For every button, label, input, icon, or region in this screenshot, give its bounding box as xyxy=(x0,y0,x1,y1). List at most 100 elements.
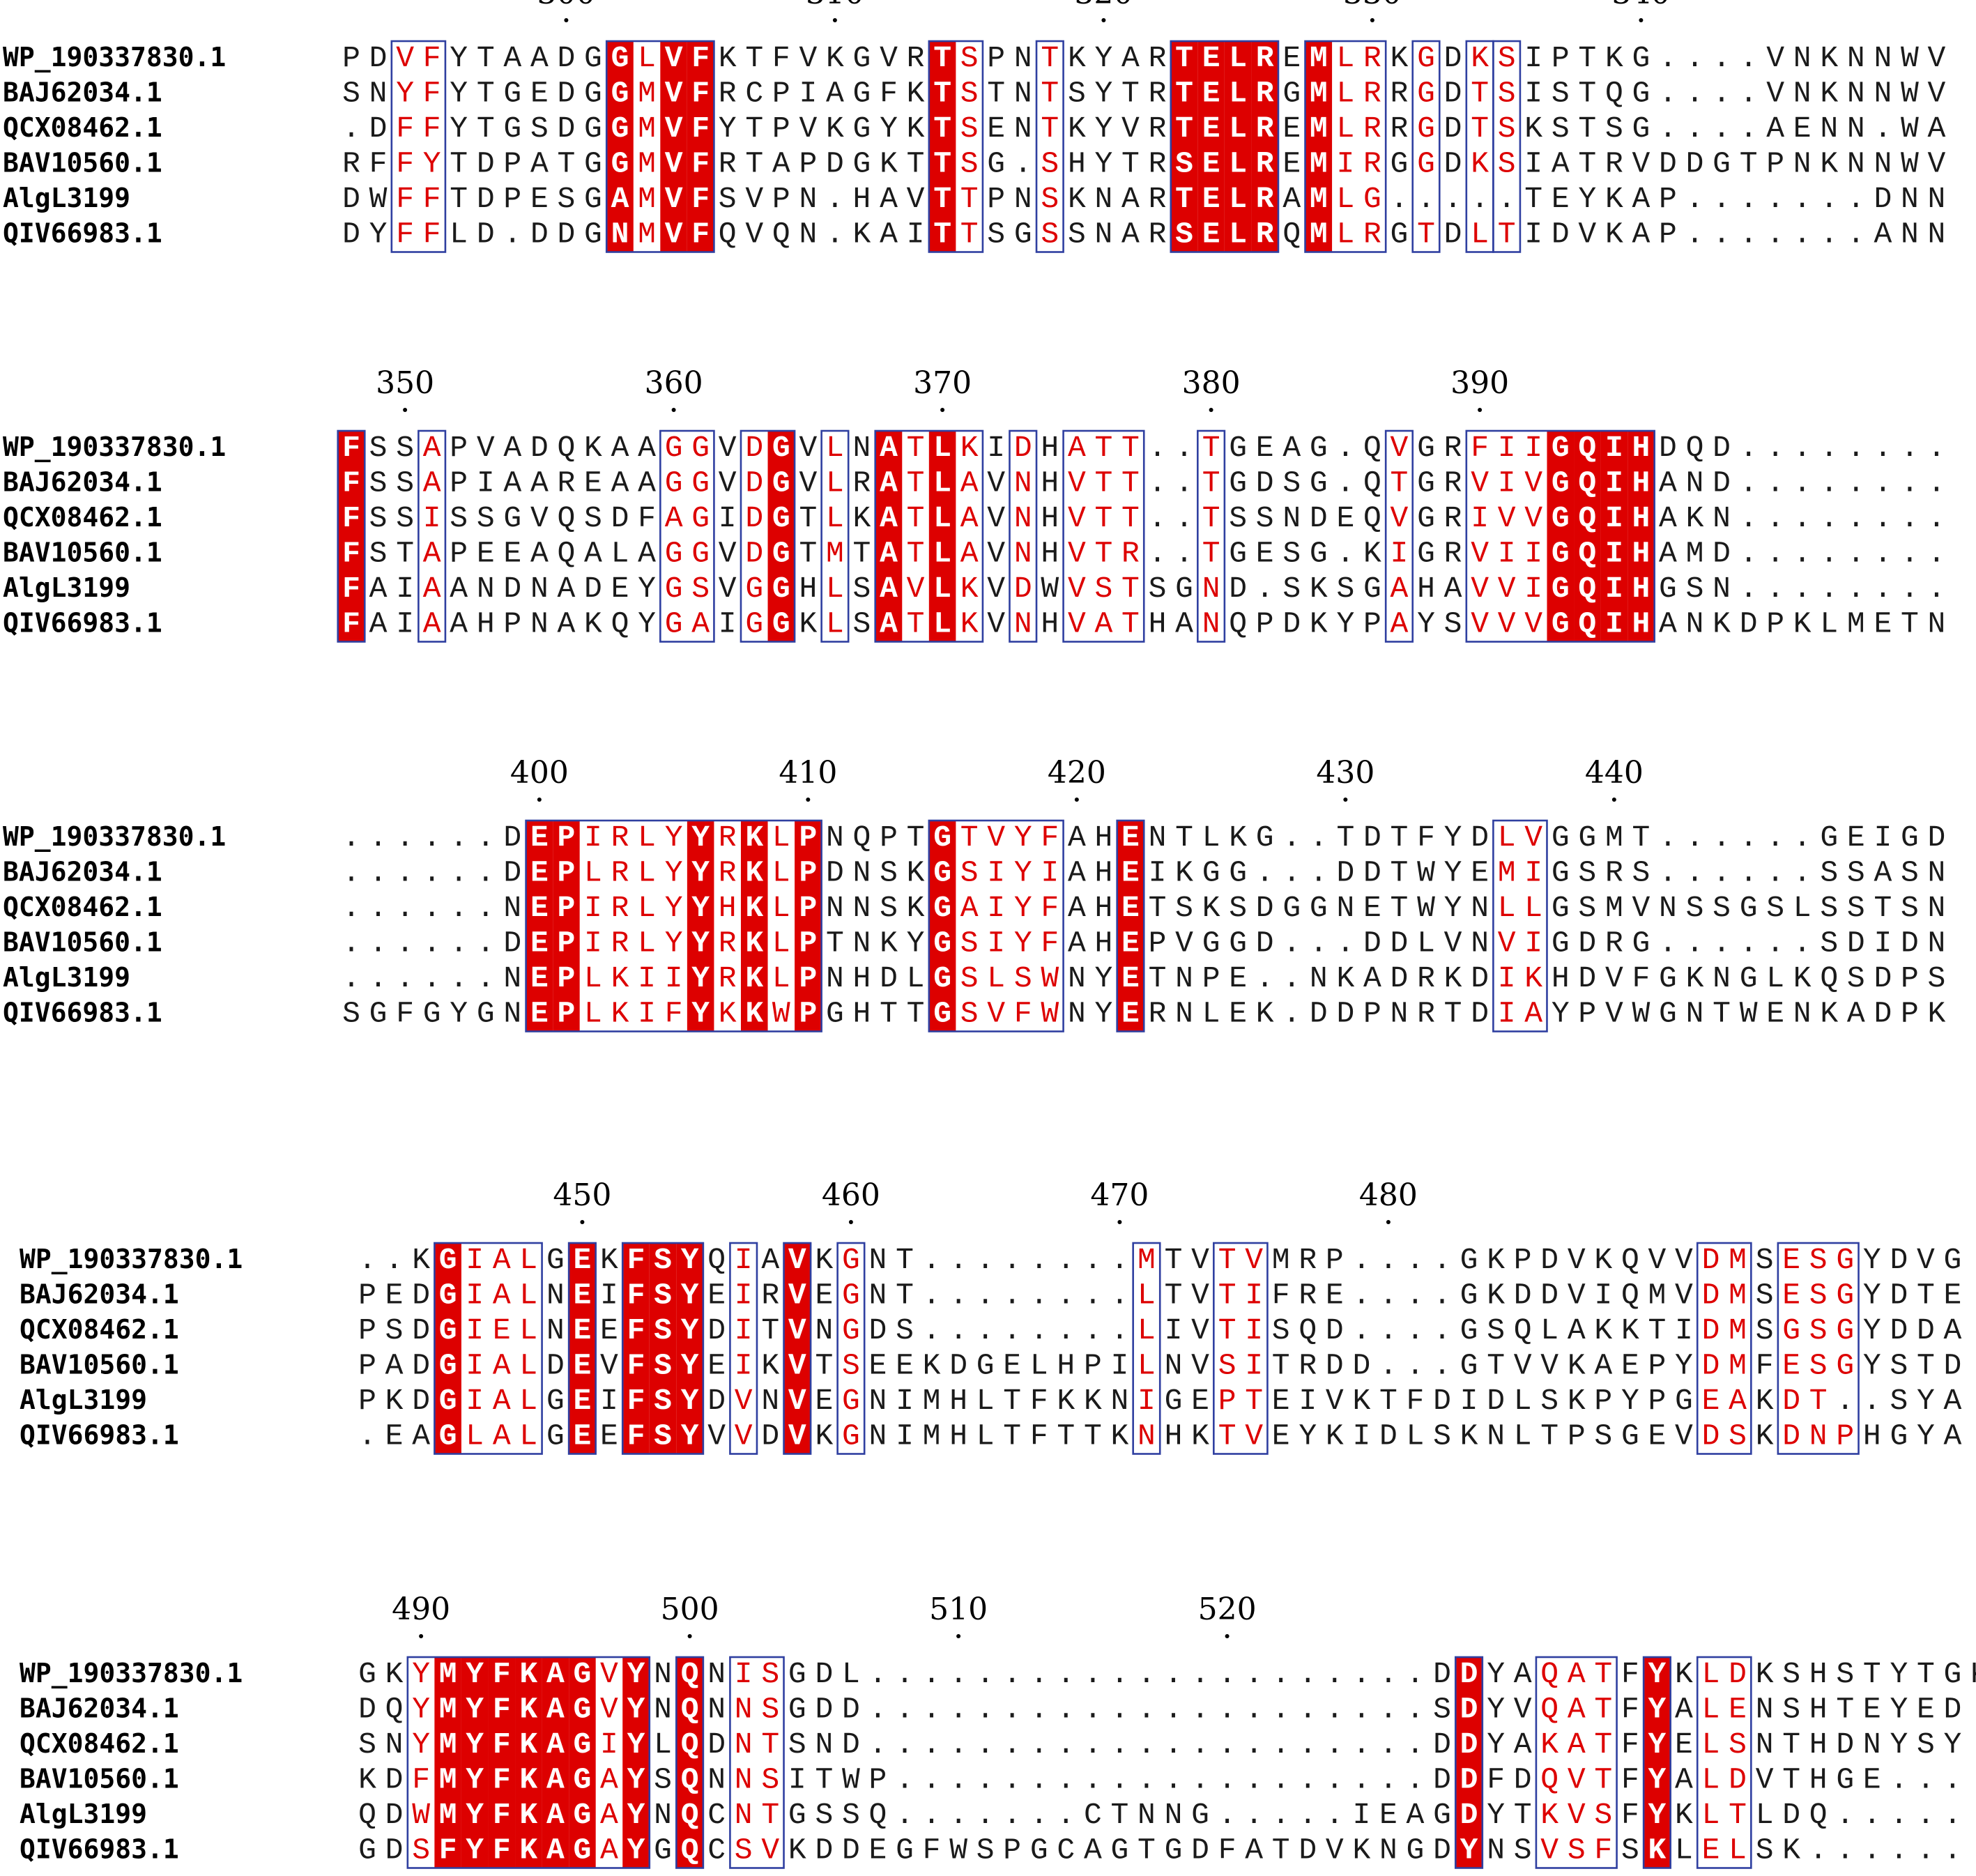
residue: E xyxy=(1229,961,1247,996)
similarity-box xyxy=(567,1242,597,1455)
residue: A xyxy=(1928,112,1946,146)
residue: . xyxy=(396,926,414,961)
position-label: 320 xyxy=(1074,0,1133,11)
residue: . xyxy=(1847,466,1865,501)
similarity-box xyxy=(525,819,822,1032)
residue: Q xyxy=(1540,1763,1558,1797)
residue: F xyxy=(772,41,790,75)
residue: T xyxy=(880,997,898,1031)
residue: T xyxy=(1917,1349,1935,1383)
residue: R xyxy=(1256,41,1274,75)
residue: G xyxy=(665,466,683,501)
residue: G xyxy=(1675,1384,1693,1418)
residue: Q xyxy=(1540,1657,1558,1691)
residue: A xyxy=(880,182,898,216)
residue: V xyxy=(788,1243,806,1277)
residue: P xyxy=(1648,1384,1666,1418)
residue: N xyxy=(1928,891,1946,925)
residue: A xyxy=(1282,182,1301,216)
residue: D xyxy=(1460,1763,1478,1797)
residue: G xyxy=(477,997,495,1031)
residue: D xyxy=(342,218,360,252)
residue: G xyxy=(1202,856,1220,890)
residue: . xyxy=(1175,466,1193,501)
residue: D xyxy=(1310,997,1328,1031)
position-tick-dot xyxy=(848,1220,853,1224)
residue: . xyxy=(1766,182,1784,216)
residue: K xyxy=(1068,41,1086,75)
residue: . xyxy=(1084,1763,1102,1797)
residue: K xyxy=(907,77,925,111)
residue: I xyxy=(466,1243,484,1277)
position-tick-dot xyxy=(806,798,811,802)
residue: P xyxy=(557,926,575,961)
residue: . xyxy=(1110,1313,1128,1348)
residue: K xyxy=(1256,997,1274,1031)
residue: G xyxy=(1460,1279,1478,1313)
residue: K xyxy=(960,431,979,465)
residue: . xyxy=(1245,1728,1263,1762)
residue: T xyxy=(1740,147,1758,181)
residue: T xyxy=(1917,1657,1935,1691)
residue: K xyxy=(1756,1384,1774,1418)
residue: I xyxy=(638,997,656,1031)
residue: Y xyxy=(1444,856,1462,890)
residue: D xyxy=(1326,1349,1344,1383)
residue: . xyxy=(1282,997,1301,1031)
residue: . xyxy=(1352,1728,1370,1762)
residue: V xyxy=(1648,1243,1666,1277)
residue: E xyxy=(1874,607,1892,641)
residue: H xyxy=(1809,1657,1828,1691)
residue: T xyxy=(1782,1728,1800,1762)
similarity-box xyxy=(1170,40,1280,253)
residue: V xyxy=(1605,961,1623,996)
residue: . xyxy=(1245,1693,1263,1727)
residue: V xyxy=(1514,1693,1532,1727)
residue: T xyxy=(1084,1419,1102,1454)
residue: P xyxy=(1326,1243,1344,1277)
residue: V xyxy=(665,41,683,75)
residue: V xyxy=(1175,926,1193,961)
residue: E xyxy=(530,961,549,996)
residue: E xyxy=(600,1313,618,1348)
residue: A xyxy=(1874,218,1892,252)
residue: G xyxy=(1944,1243,1962,1277)
residue: F xyxy=(1621,1763,1639,1797)
residue: . xyxy=(1407,1349,1425,1383)
residue: K xyxy=(385,1384,404,1418)
residue: N xyxy=(826,891,844,925)
residue: A xyxy=(880,537,898,571)
residue: . xyxy=(1138,1657,1156,1691)
residue: R xyxy=(342,147,360,181)
residue: . xyxy=(450,856,468,890)
residue: S xyxy=(853,572,871,606)
residue: K xyxy=(611,997,629,1031)
residue: T xyxy=(1578,41,1596,75)
residue: F xyxy=(493,1833,511,1868)
residue: L xyxy=(584,961,602,996)
residue: S xyxy=(1229,501,1247,535)
residue: . xyxy=(1793,218,1812,252)
residue: L xyxy=(1675,1833,1693,1868)
residue: P xyxy=(772,77,790,111)
residue: S xyxy=(1766,891,1784,925)
residue: Y xyxy=(1094,997,1112,1031)
residue: Y xyxy=(1944,1728,1962,1762)
residue: S xyxy=(1782,1657,1800,1691)
residue: K xyxy=(761,1349,779,1383)
residue: Q xyxy=(1578,431,1596,465)
residue: Y xyxy=(681,1419,699,1454)
residue: E xyxy=(573,1384,591,1418)
residue: Y xyxy=(719,112,737,146)
sequence-name: BAJ62034.1 xyxy=(3,77,162,108)
residue: . xyxy=(1110,1763,1128,1797)
residue: K xyxy=(1068,112,1086,146)
residue: D xyxy=(1256,926,1274,961)
residue: T xyxy=(1003,1384,1021,1418)
residue: D xyxy=(1352,1349,1370,1383)
